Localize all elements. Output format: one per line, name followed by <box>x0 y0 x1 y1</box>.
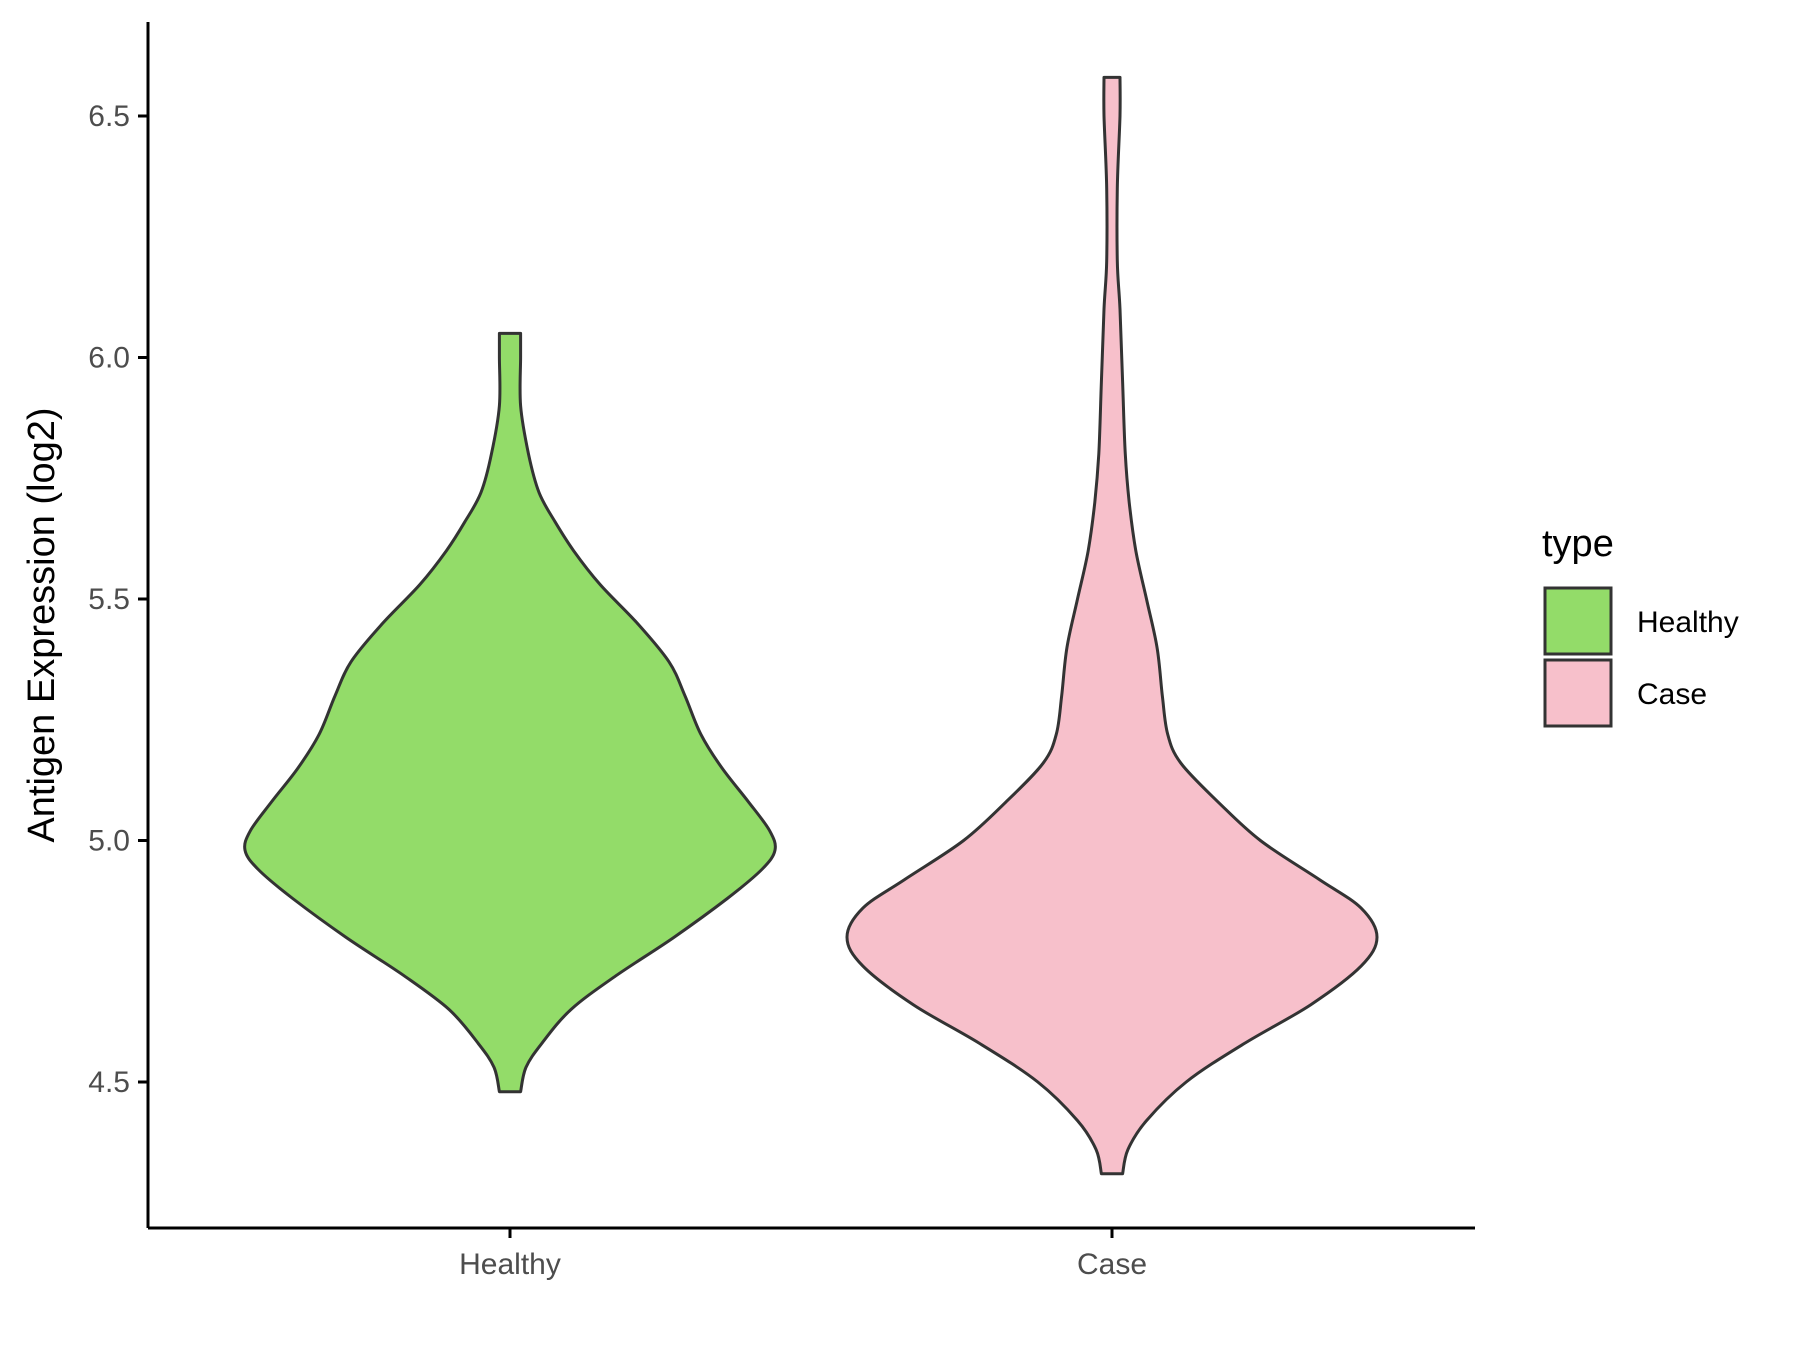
y-tick-label: 6.5 <box>88 100 130 133</box>
x-axis-ticks: Healthy Case <box>459 1228 1147 1281</box>
y-tick-label: 6.0 <box>88 342 130 375</box>
legend-title: type <box>1542 523 1614 565</box>
violins-layer <box>243 75 1379 1176</box>
y-tick-label: 5.5 <box>88 583 130 616</box>
y-tick-label: 4.5 <box>88 1066 130 1099</box>
x-tick-label: Case <box>1077 1248 1147 1281</box>
legend-key-case <box>1543 658 1613 728</box>
violin-case <box>845 75 1379 1176</box>
violin-healthy <box>243 331 777 1094</box>
y-axis-title: Antigen Expression (log2) <box>21 407 63 842</box>
x-tick-label: Healthy <box>459 1248 561 1281</box>
legend-items: Healthy Case <box>1543 586 1739 728</box>
legend-key-healthy <box>1543 586 1613 656</box>
legend-label-healthy: Healthy <box>1637 606 1739 639</box>
legend-label-case: Case <box>1637 678 1707 711</box>
y-axis-ticks: 4.5 5.0 5.5 6.0 6.5 <box>88 100 148 1099</box>
y-tick-label: 5.0 <box>88 825 130 858</box>
legend: type Healthy Case <box>1542 523 1739 728</box>
